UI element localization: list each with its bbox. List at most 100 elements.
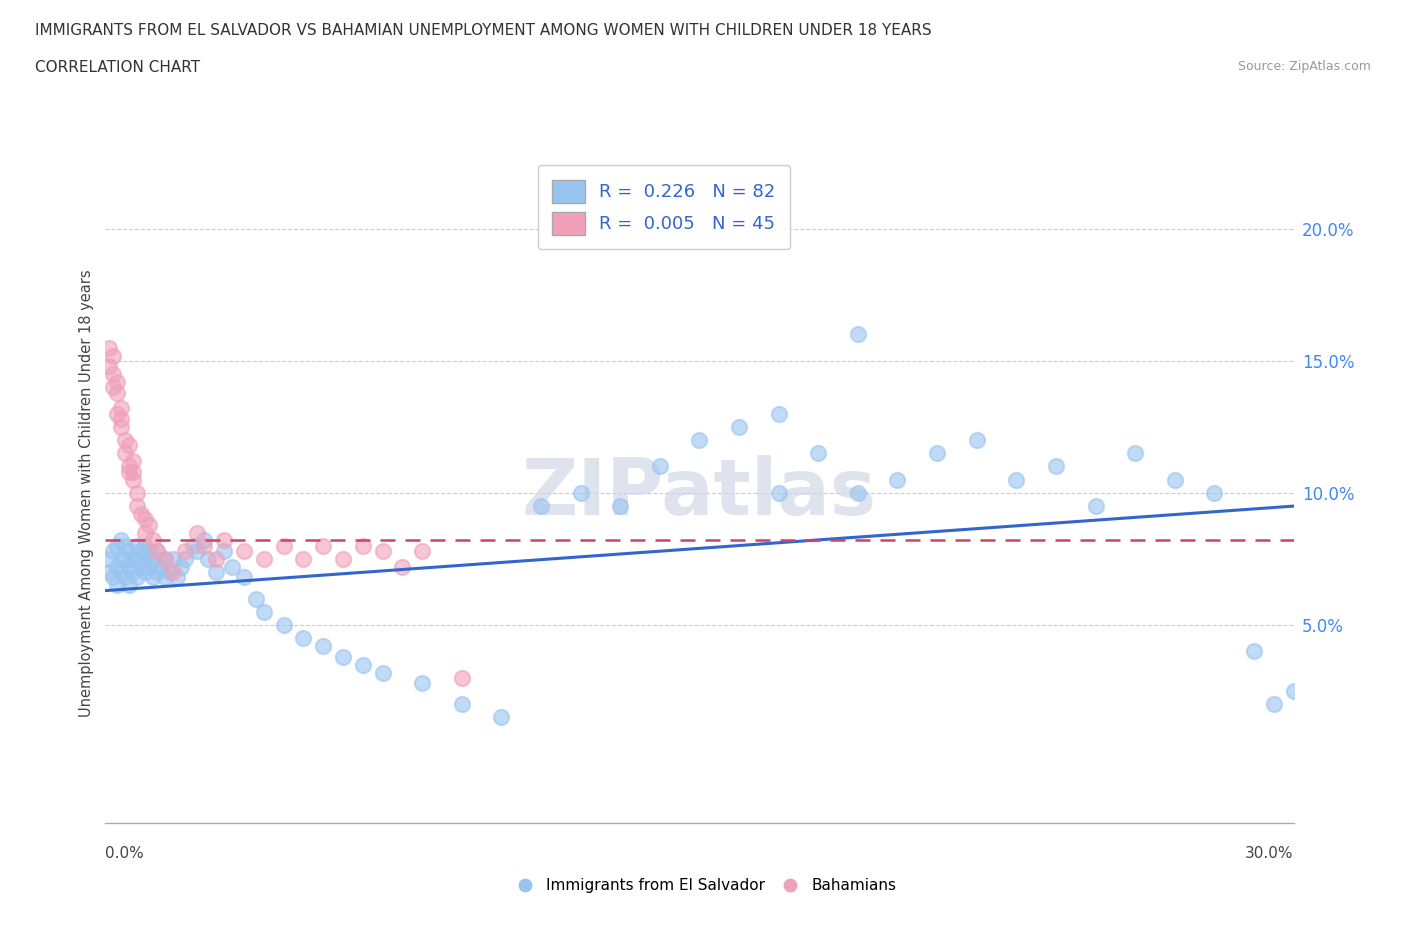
Point bbox=[127, 570, 149, 585]
Point bbox=[110, 419, 132, 434]
Point bbox=[807, 445, 830, 460]
Point bbox=[98, 565, 121, 579]
Point bbox=[245, 591, 267, 606]
Point bbox=[332, 551, 354, 566]
Point bbox=[105, 375, 128, 390]
Point bbox=[197, 551, 219, 566]
Point bbox=[1164, 472, 1187, 487]
Point bbox=[846, 327, 869, 342]
Point bbox=[114, 551, 136, 566]
Point bbox=[105, 538, 128, 553]
Point bbox=[233, 543, 256, 558]
Point bbox=[134, 525, 156, 540]
Point bbox=[103, 366, 125, 381]
Text: CORRELATION CHART: CORRELATION CHART bbox=[35, 60, 200, 75]
Point bbox=[768, 485, 790, 500]
Point bbox=[105, 385, 128, 400]
Point bbox=[98, 551, 121, 566]
Point bbox=[146, 565, 169, 579]
Point bbox=[312, 538, 335, 553]
Point bbox=[273, 618, 295, 632]
Point bbox=[134, 551, 156, 566]
Point bbox=[609, 498, 631, 513]
Point bbox=[728, 419, 751, 434]
Point bbox=[1263, 697, 1285, 711]
Text: 30.0%: 30.0% bbox=[1246, 846, 1294, 861]
Point bbox=[105, 406, 128, 421]
Point bbox=[205, 565, 228, 579]
Point bbox=[925, 445, 948, 460]
Point bbox=[110, 401, 132, 416]
Point bbox=[129, 507, 152, 522]
Point bbox=[170, 560, 193, 575]
Legend: Immigrants from El Salvador, Bahamians: Immigrants from El Salvador, Bahamians bbox=[503, 872, 903, 899]
Point bbox=[149, 560, 172, 575]
Point bbox=[138, 560, 160, 575]
Point bbox=[98, 340, 121, 355]
Point bbox=[138, 517, 160, 532]
Point bbox=[103, 570, 125, 585]
Point bbox=[273, 538, 295, 553]
Point bbox=[1123, 445, 1146, 460]
Point bbox=[411, 675, 433, 690]
Point bbox=[98, 359, 121, 374]
Point bbox=[105, 560, 128, 575]
Point bbox=[110, 411, 132, 426]
Point bbox=[110, 551, 132, 566]
Point bbox=[122, 551, 145, 566]
Point bbox=[233, 570, 256, 585]
Point bbox=[127, 498, 149, 513]
Point bbox=[134, 538, 156, 553]
Point bbox=[110, 533, 132, 548]
Point bbox=[118, 438, 141, 453]
Point bbox=[530, 498, 553, 513]
Point bbox=[332, 649, 354, 664]
Point bbox=[253, 604, 276, 619]
Point bbox=[129, 560, 152, 575]
Point bbox=[352, 658, 374, 672]
Point bbox=[118, 543, 141, 558]
Point bbox=[186, 543, 208, 558]
Point bbox=[214, 533, 236, 548]
Point bbox=[127, 551, 149, 566]
Point bbox=[127, 538, 149, 553]
Point bbox=[153, 551, 176, 566]
Point bbox=[146, 543, 169, 558]
Point bbox=[118, 464, 141, 479]
Point bbox=[411, 543, 433, 558]
Point bbox=[966, 432, 988, 447]
Point bbox=[450, 671, 472, 685]
Point bbox=[103, 379, 125, 394]
Point bbox=[157, 565, 180, 579]
Point bbox=[134, 565, 156, 579]
Point bbox=[569, 485, 592, 500]
Point bbox=[114, 570, 136, 585]
Point bbox=[1243, 644, 1265, 658]
Point bbox=[689, 432, 711, 447]
Point bbox=[886, 472, 908, 487]
Point bbox=[142, 551, 165, 566]
Text: ZIPatlas: ZIPatlas bbox=[522, 455, 877, 531]
Point bbox=[118, 560, 141, 575]
Point bbox=[122, 464, 145, 479]
Point bbox=[205, 551, 228, 566]
Point bbox=[153, 551, 176, 566]
Point bbox=[1084, 498, 1107, 513]
Point bbox=[103, 543, 125, 558]
Point bbox=[846, 485, 869, 500]
Point bbox=[118, 459, 141, 474]
Point bbox=[110, 565, 132, 579]
Point bbox=[166, 570, 188, 585]
Point bbox=[371, 665, 394, 680]
Point bbox=[648, 459, 671, 474]
Point bbox=[138, 543, 160, 558]
Point bbox=[312, 639, 335, 654]
Point bbox=[118, 578, 141, 592]
Point bbox=[491, 710, 513, 724]
Point bbox=[214, 543, 236, 558]
Point bbox=[391, 560, 413, 575]
Point bbox=[105, 578, 128, 592]
Point bbox=[768, 406, 790, 421]
Point bbox=[1005, 472, 1028, 487]
Legend: R =  0.226   N = 82, R =  0.005   N = 45: R = 0.226 N = 82, R = 0.005 N = 45 bbox=[538, 166, 790, 249]
